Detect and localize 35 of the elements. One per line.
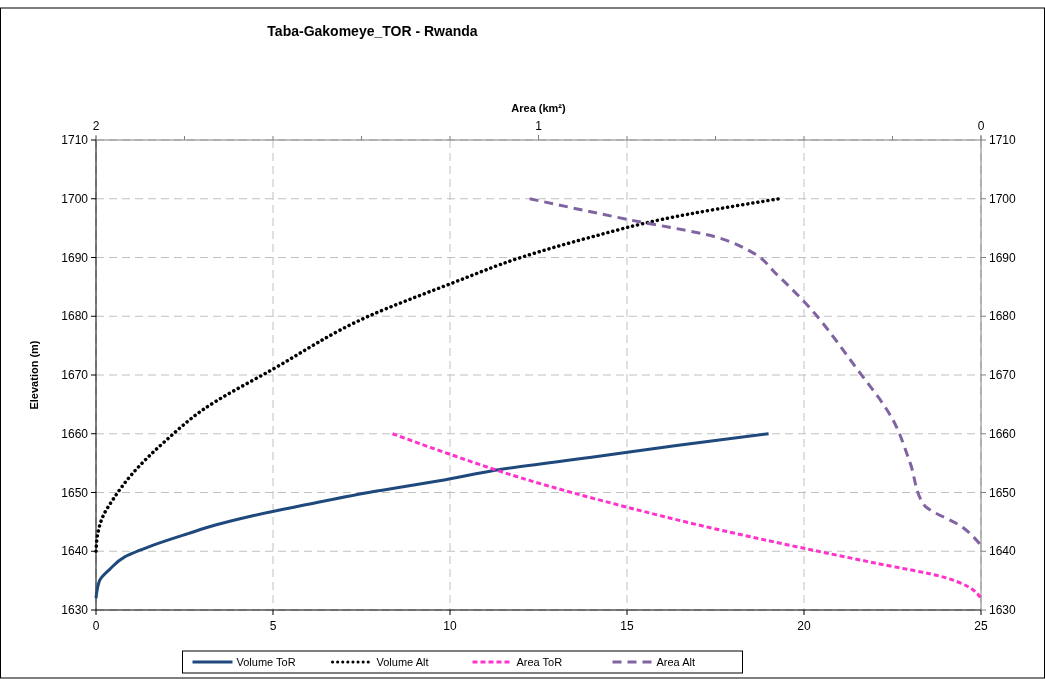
legend-label: Area Alt: [656, 656, 696, 668]
x-tick-label: 5: [269, 619, 277, 633]
x-tick-label: 15: [620, 619, 634, 633]
x-tick-label: 10: [443, 619, 457, 633]
y-tick-label: 1700: [61, 191, 89, 206]
x-tick-label: 25: [974, 619, 988, 633]
x2-tick-label: 0: [977, 119, 985, 133]
y-tick-label: 1660: [61, 426, 89, 441]
x-tick-label: 20: [797, 619, 811, 633]
y-tick-label: 1710: [61, 133, 89, 147]
y2-tick-label: 1700: [989, 191, 1017, 206]
x2-tick-label: 1: [535, 119, 543, 133]
legend-label: Area ToR: [516, 656, 563, 668]
y-tick-label: 1690: [61, 250, 89, 265]
y-tick-label: 1650: [61, 485, 89, 500]
y2-tick-label: 1710: [989, 133, 1017, 147]
y-tick-label: 1630: [61, 603, 89, 617]
x2-tick-label: 2: [92, 119, 100, 133]
x2-axis-title: Area (km²): [511, 102, 567, 114]
chart-title: Taba-Gakomeye_TOR - Rwanda: [267, 23, 478, 39]
y-axis-title: Elevation (m): [28, 340, 40, 410]
y-tick-label: 1670: [61, 368, 89, 382]
y2-tick-label: 1680: [989, 309, 1017, 324]
y2-tick-label: 1670: [989, 368, 1017, 382]
x-tick-label: 0: [92, 619, 100, 633]
y2-tick-label: 1640: [989, 544, 1017, 559]
line-series: [94, 432, 771, 600]
y2-tick-label: 1630: [989, 603, 1017, 617]
y-tick-label: 1640: [61, 544, 89, 559]
y-tick-label: 1680: [61, 309, 89, 324]
y2-tick-label: 1690: [989, 250, 1017, 265]
legend-label: Volume Alt: [376, 656, 429, 668]
y2-tick-label: 1660: [989, 426, 1017, 441]
y2-tick-label: 1650: [989, 485, 1017, 500]
legend-label: Volume ToR: [236, 656, 296, 668]
